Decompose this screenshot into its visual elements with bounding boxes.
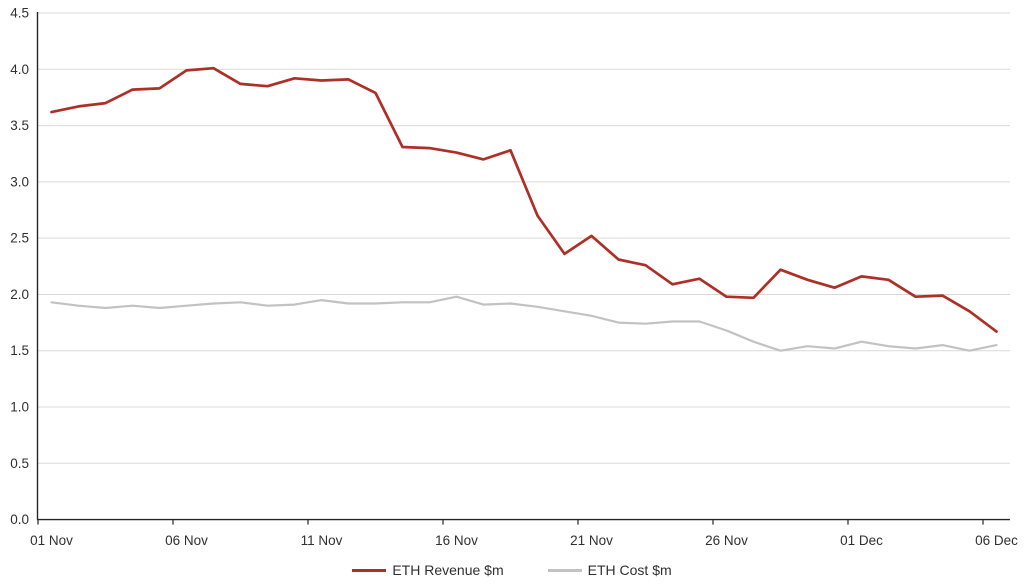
revenue-line — [50, 66, 998, 333]
chart-legend: ETH Revenue $m ETH Cost $m — [0, 562, 1024, 578]
y-tick-label: 1.0 — [10, 400, 29, 415]
x-tick-label: 16 Nov — [435, 533, 478, 548]
y-tick-label: 1.5 — [10, 343, 29, 358]
revenue-line-swatch — [352, 568, 387, 572]
legend-label-cost: ETH Cost $m — [587, 562, 672, 578]
legend-item-revenue: ETH Revenue $m — [352, 562, 504, 578]
x-tick-label: 01 Nov — [30, 533, 73, 548]
x-tick-label: 21 Nov — [570, 533, 613, 548]
cost-line-swatch — [547, 568, 582, 572]
y-tick-label: 4.5 — [10, 6, 29, 21]
y-tick-label: 2.0 — [10, 287, 29, 302]
x-tick-label: 06 Nov — [165, 533, 208, 548]
y-tick-label: 0.5 — [10, 456, 29, 471]
y-tick-label: 0.0 — [10, 512, 29, 527]
cost-line — [50, 295, 998, 352]
y-tick-label: 2.5 — [10, 231, 29, 246]
y-tick-label: 3.5 — [10, 118, 29, 133]
legend-label-revenue: ETH Revenue $m — [392, 562, 504, 578]
chart-canvas: 0.0 0.5 1.0 1.5 2.0 2.5 3.0 3.5 4.0 4.5 01 Nov 06 N… — [10, 6, 1018, 549]
x-tick-label: 26 Nov — [705, 533, 748, 548]
y-tick-label: 4.0 — [10, 62, 29, 77]
y-tick-label: 3.0 — [10, 174, 29, 189]
x-tick-label: 01 Dec — [840, 533, 883, 548]
legend-item-cost: ETH Cost $m — [547, 562, 672, 578]
x-tick-label: 11 Nov — [301, 533, 343, 548]
x-tick-label: 06 Dec — [975, 533, 1018, 548]
